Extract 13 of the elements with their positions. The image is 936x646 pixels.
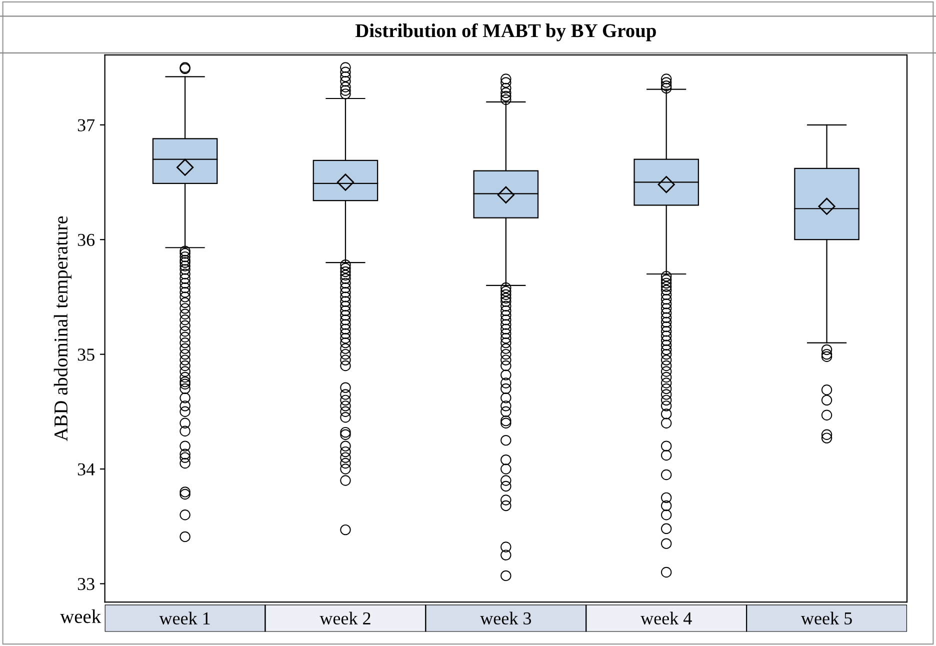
y-tick-label: 33	[78, 578, 94, 590]
x-axis-title: week	[60, 609, 102, 624]
chart-title: Distribution of MABT by BY Group	[355, 23, 656, 42]
y-tick-label: 35	[78, 348, 94, 361]
x-tick-label: week 3	[480, 612, 532, 624]
x-tick-label: week 4	[640, 612, 692, 624]
x-tick-label: week 5	[800, 612, 852, 624]
y-axis-title: ABD abdominal temperature	[54, 216, 72, 442]
y-tick-label: 37	[78, 119, 95, 132]
y-tick-label: 36	[78, 234, 95, 246]
x-tick-label: week 1	[159, 612, 210, 624]
x-tick-label: week 2	[320, 612, 370, 624]
y-tick-label: 34	[78, 463, 95, 476]
